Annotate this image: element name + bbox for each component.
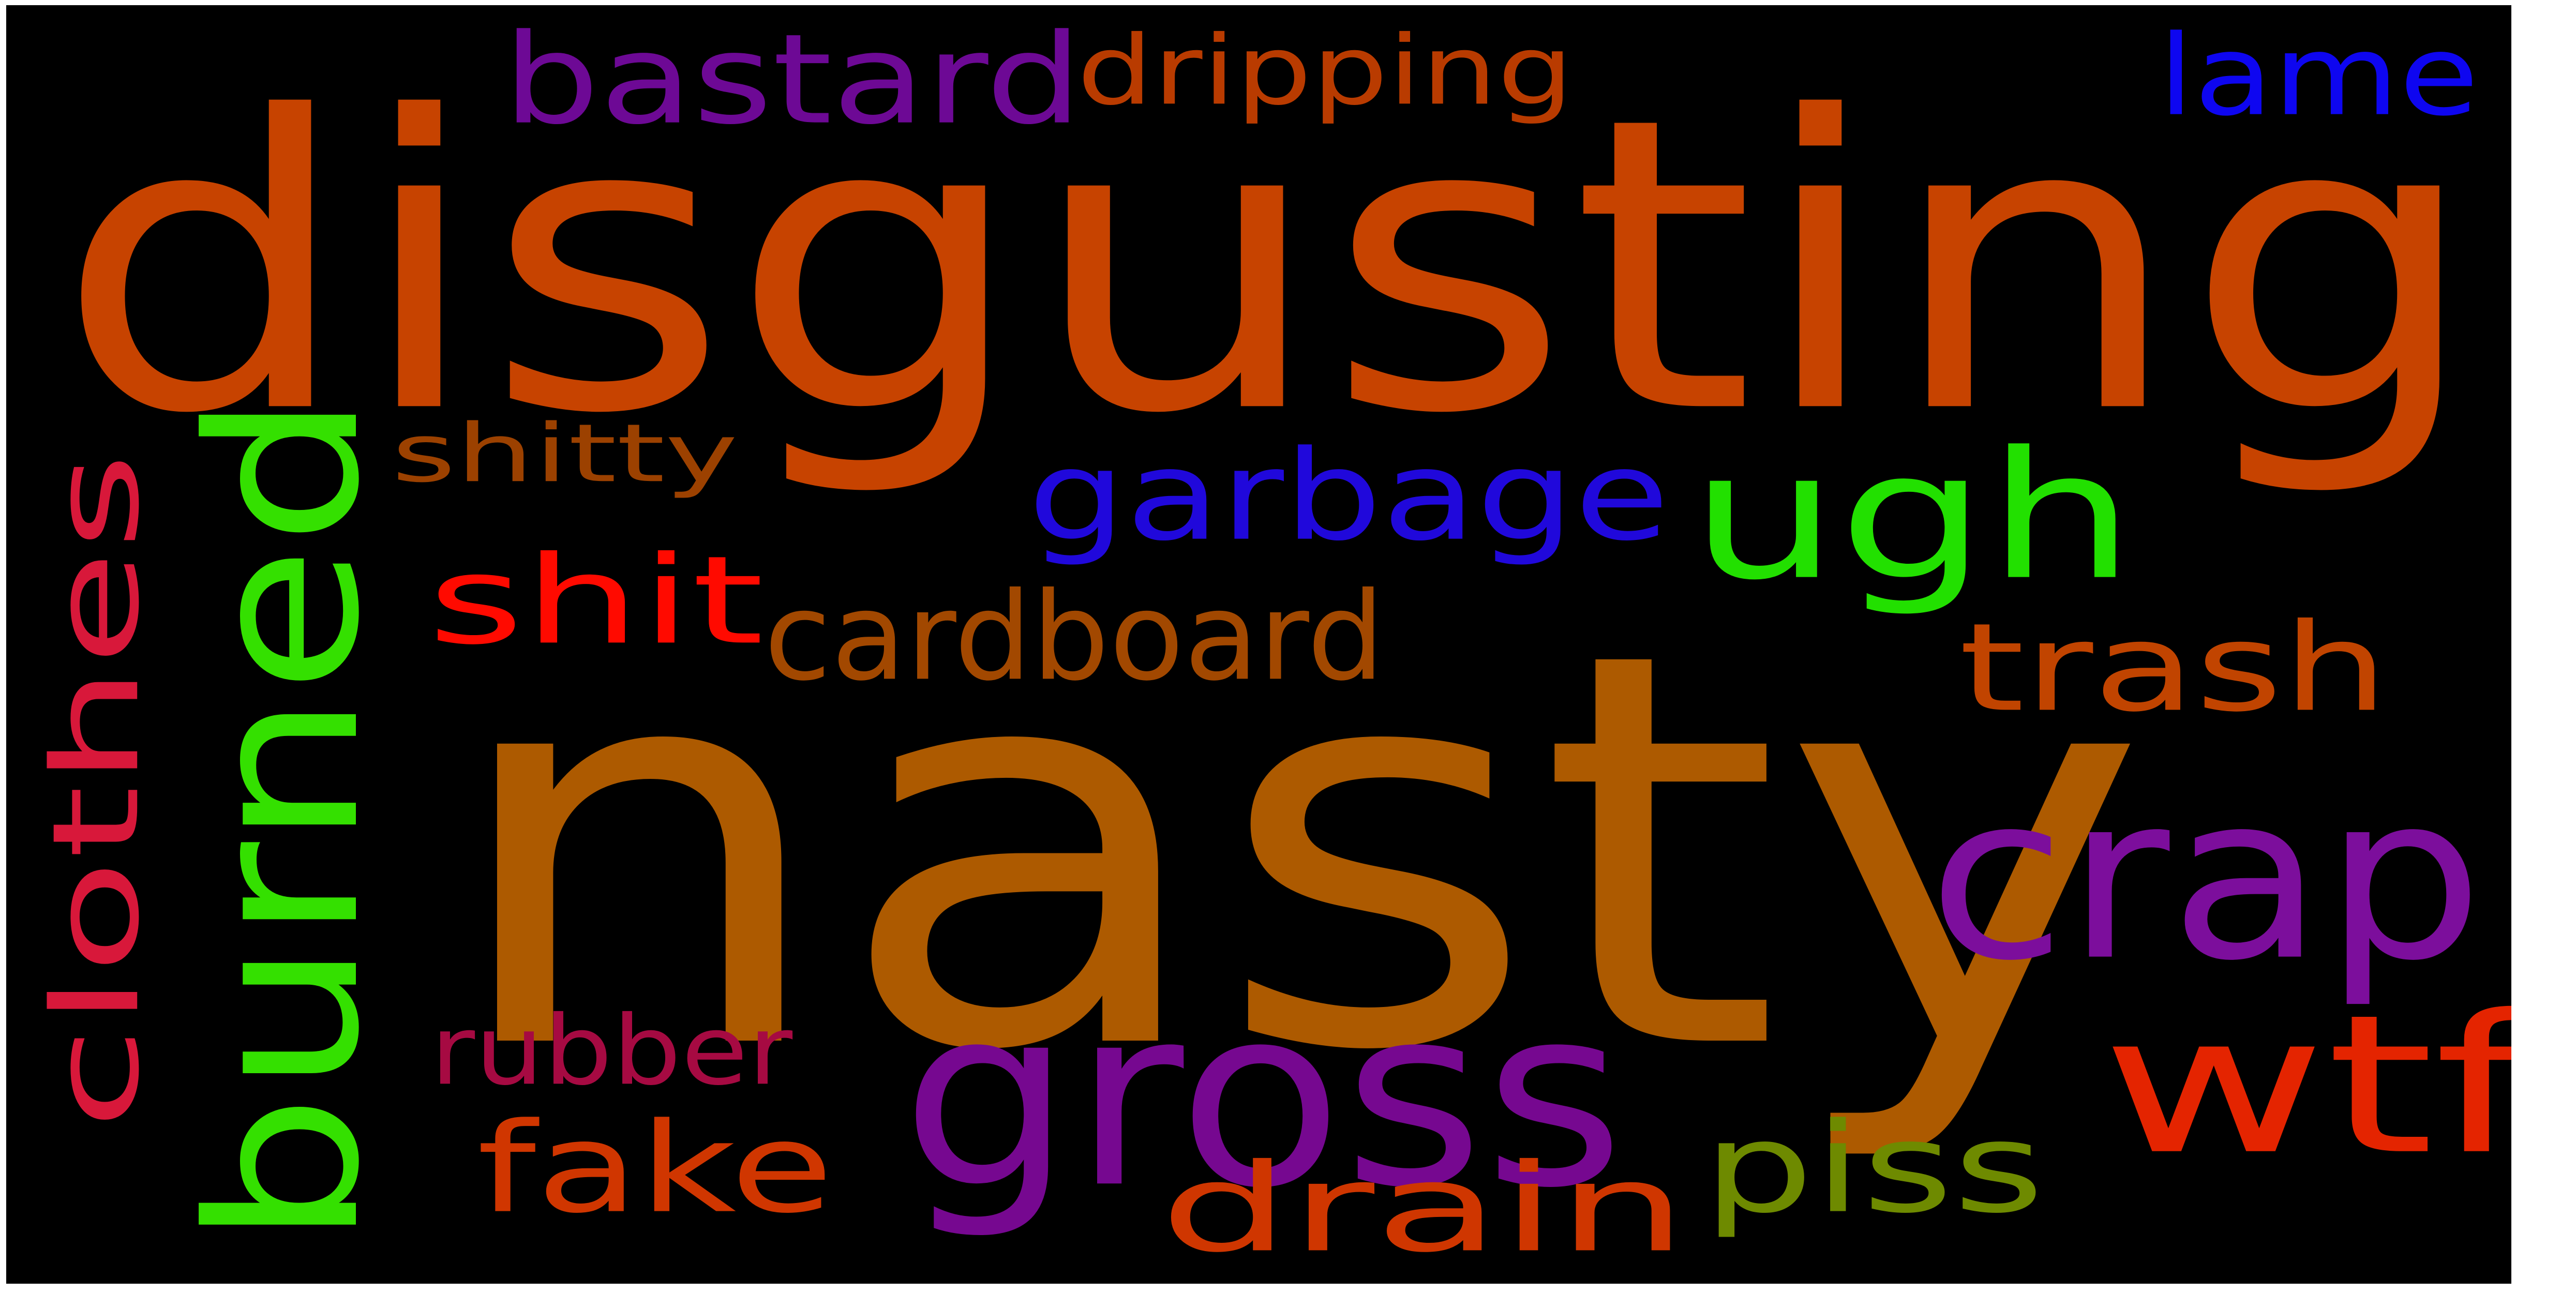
word-crap: crap [1928, 746, 2484, 1012]
word-shitty: shitty [392, 407, 738, 501]
word-trash: trash [1959, 597, 2389, 739]
word-clothes: clothes [27, 452, 166, 1131]
word-disgusting: disgusting [55, 33, 2482, 503]
word-cloud-canvas: disgusting nasty ugh garbage burned clot… [6, 5, 2511, 1284]
word-piss: piss [1703, 1096, 2044, 1241]
word-burned: burned [164, 393, 406, 1246]
word-rubber: rubber [430, 995, 793, 1107]
word-gross: gross [901, 954, 1625, 1243]
word-lame: lame [2158, 11, 2479, 141]
word-cardboard: cardboard [764, 566, 1385, 708]
word-shit: shit [428, 530, 764, 672]
word-wtf: wtf [2101, 974, 2511, 1197]
word-fake: fake [477, 1096, 834, 1241]
word-drain: drain [1160, 1138, 1688, 1280]
word-garbage: garbage [1028, 424, 1670, 569]
word-ugh: ugh [1690, 414, 2136, 620]
word-dripping: dripping [1077, 15, 1574, 127]
word-nasty: nasty [441, 538, 2149, 1171]
word-bastard: bastard [503, 7, 1083, 153]
